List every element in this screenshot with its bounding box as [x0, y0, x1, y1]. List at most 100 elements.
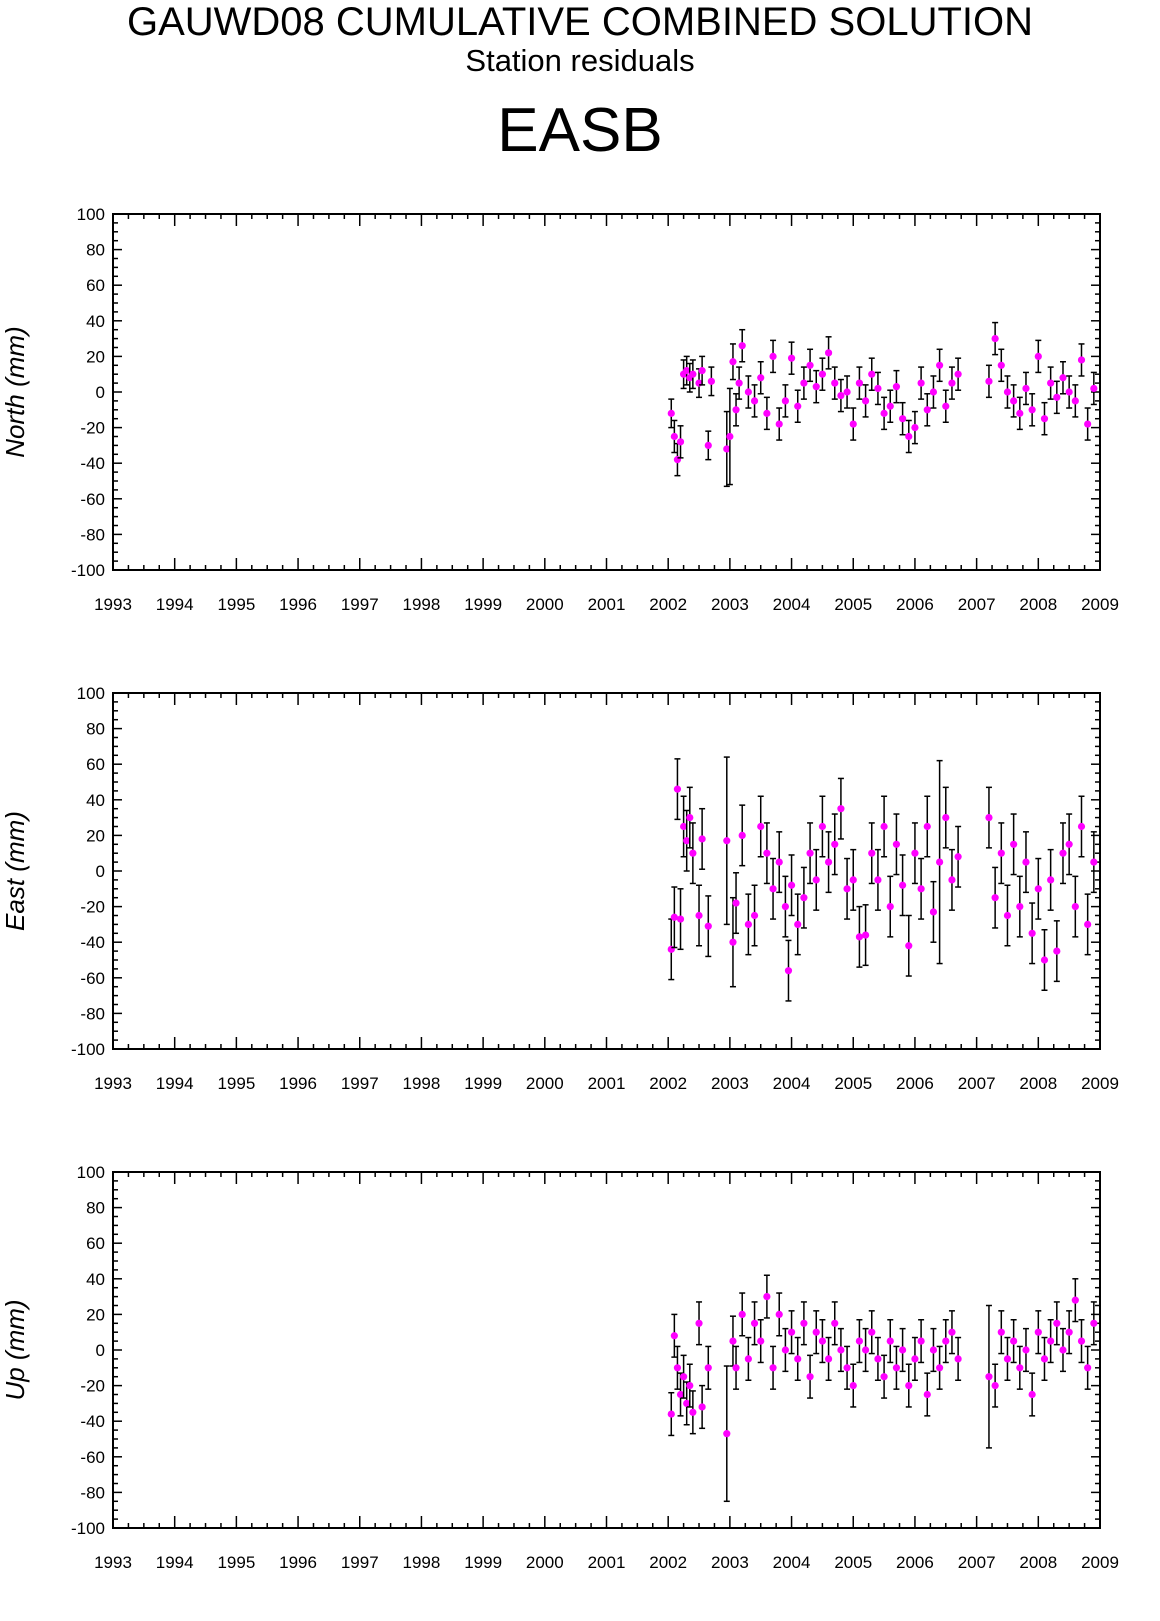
east-data-point	[997, 849, 1005, 857]
up-data-point	[812, 1328, 820, 1336]
up-data-point	[861, 1346, 870, 1354]
east-data-point	[680, 822, 688, 831]
east-data-point	[892, 840, 901, 848]
east-data-point	[670, 913, 678, 921]
east-data-point	[698, 835, 706, 843]
up-data-point	[723, 1430, 731, 1438]
up-data-point	[667, 1410, 675, 1418]
east-data-point	[880, 822, 888, 831]
up-x-tick-label: 2005	[834, 1553, 872, 1572]
east-data-point	[843, 885, 851, 893]
north-data-point	[1059, 374, 1067, 382]
north-data-point	[1010, 397, 1018, 405]
up-data-point	[824, 1355, 833, 1363]
east-y-tick-label: 40	[86, 791, 105, 810]
east-data-point	[695, 911, 703, 920]
up-data-point	[1022, 1346, 1030, 1354]
east-data-point	[942, 814, 950, 822]
east-data-point	[738, 831, 746, 839]
north-data-point	[923, 406, 931, 414]
north-data-point	[954, 370, 962, 378]
north-data-point	[899, 415, 907, 423]
north-data-point	[757, 374, 765, 382]
up-data-point	[686, 1382, 694, 1390]
up-data-point	[698, 1403, 706, 1411]
north-data-point	[1084, 420, 1092, 428]
up-data-point	[991, 1382, 999, 1390]
east-data-point	[1040, 956, 1049, 964]
up-data-point	[831, 1319, 839, 1327]
north-data-point	[991, 335, 999, 343]
up-data-point	[680, 1373, 688, 1381]
up-data-point	[954, 1355, 962, 1363]
east-data-point	[787, 881, 796, 889]
east-data-point	[948, 876, 956, 884]
north-x-tick-label: 1999	[464, 595, 502, 614]
east-data-point	[868, 849, 876, 857]
up-x-tick-label: 2002	[649, 1553, 687, 1572]
up-data-point	[874, 1355, 882, 1363]
north-data-point	[874, 384, 882, 393]
north-data-point	[1028, 406, 1036, 414]
east-x-tick-label: 2003	[711, 1074, 749, 1093]
up-data-point	[843, 1364, 851, 1372]
up-data-point	[929, 1346, 938, 1354]
north-x-tick-label: 1994	[156, 595, 194, 614]
east-data-point	[874, 876, 882, 884]
north-x-tick-label: 2001	[588, 595, 626, 614]
east-data-point	[911, 849, 919, 857]
north-data-point	[1077, 356, 1086, 364]
east-y-tick-label: 0	[96, 862, 105, 881]
north-x-tick-label: 1996	[279, 595, 317, 614]
up-x-tick-label: 2003	[711, 1553, 749, 1572]
east-data-point	[806, 849, 814, 857]
north-data-point	[683, 367, 691, 375]
north-data-point	[744, 388, 752, 396]
east-panel: -100 -80 -60 -40 -20 0 20 40 60 80 100 1993 1994 1995…	[0, 684, 1119, 1093]
east-data-point	[818, 822, 827, 831]
north-data-point	[936, 361, 944, 369]
north-y-axis-label: North (mm)	[0, 326, 30, 457]
up-data-point	[763, 1293, 771, 1301]
east-x-tick-label: 1998	[403, 1074, 441, 1093]
up-x-tick-label: 1997	[341, 1553, 379, 1572]
up-data-point	[1028, 1390, 1036, 1399]
up-y-tick-label: -100	[71, 1519, 105, 1538]
up-data-point	[886, 1337, 894, 1345]
east-data-point	[824, 858, 833, 866]
up-data-point	[1010, 1337, 1018, 1345]
up-data-point	[1034, 1328, 1042, 1336]
north-x-tick-label: 1993	[94, 595, 132, 614]
up-data-point	[1071, 1296, 1079, 1304]
north-data-point	[769, 352, 777, 360]
east-data-point	[1059, 849, 1067, 857]
up-data-point	[880, 1373, 888, 1381]
north-y-tick-label: 40	[86, 312, 105, 331]
east-data-point	[732, 899, 740, 907]
up-y-tick-label: -40	[80, 1412, 105, 1431]
up-data-point	[1053, 1319, 1061, 1327]
east-y-tick-label: -100	[71, 1040, 105, 1059]
up-data-point	[670, 1332, 678, 1340]
east-data-point	[954, 853, 962, 861]
up-data-point	[1059, 1346, 1067, 1354]
north-data-point	[948, 379, 956, 387]
up-y-tick-label: 0	[96, 1341, 105, 1360]
east-data-point	[1034, 885, 1042, 893]
east-x-tick-label: 2009	[1081, 1074, 1119, 1093]
up-y-tick-label: 60	[86, 1234, 105, 1253]
north-y-tick-label: 20	[86, 347, 105, 366]
up-data-point	[744, 1355, 752, 1363]
up-y-tick-label: 20	[86, 1305, 105, 1324]
up-data-point	[849, 1382, 857, 1390]
up-data-point	[818, 1337, 827, 1345]
north-y-tick-label: -40	[80, 454, 105, 473]
east-data-point	[1010, 840, 1018, 848]
east-data-point	[1053, 947, 1061, 955]
east-data-point	[757, 822, 765, 831]
east-x-tick-label: 2008	[1019, 1074, 1057, 1093]
east-x-tick-label: 2005	[834, 1074, 872, 1093]
up-data-point	[1077, 1337, 1086, 1345]
up-x-tick-label: 1993	[94, 1553, 132, 1572]
north-data-point	[942, 402, 950, 410]
